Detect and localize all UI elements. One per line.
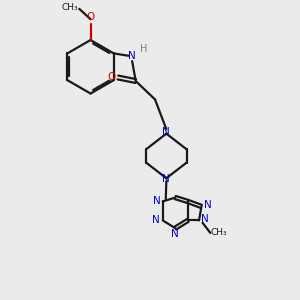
Text: CH₃: CH₃ [61,3,78,12]
Text: O: O [107,73,116,82]
Text: N: N [171,229,178,239]
Text: N: N [128,51,136,61]
Text: H: H [140,44,147,54]
Text: N: N [163,174,170,184]
Text: N: N [153,196,161,206]
Text: CH₃: CH₃ [210,228,227,237]
Text: N: N [201,214,209,224]
Text: O: O [86,12,95,22]
Text: N: N [152,215,160,225]
Text: N: N [204,200,212,210]
Text: N: N [163,128,170,137]
